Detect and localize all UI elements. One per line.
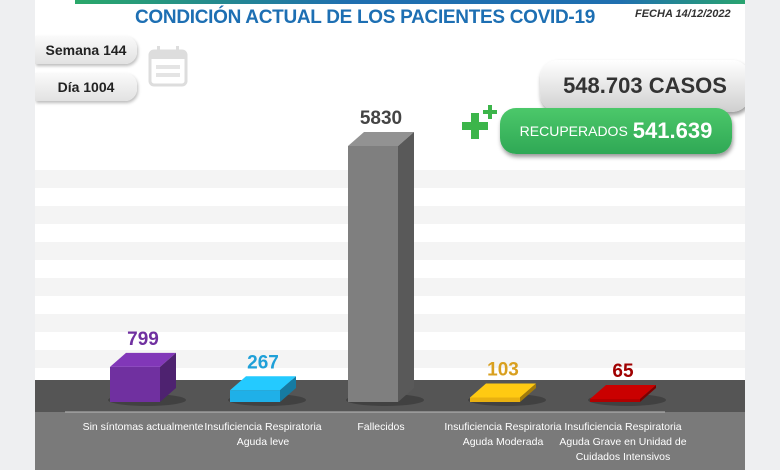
bar-top xyxy=(590,385,656,399)
bar-front xyxy=(230,390,280,402)
date-label: FECHA 14/12/2022 xyxy=(635,8,731,20)
calendar-icon xyxy=(148,46,188,87)
category-label: Fallecidos xyxy=(357,421,405,433)
bar-side xyxy=(280,376,296,402)
bar-side xyxy=(160,352,176,402)
bar-side xyxy=(520,383,536,402)
bar-side xyxy=(398,132,414,402)
week-badge: Semana 144 xyxy=(35,36,137,64)
page-title: CONDICIÓN ACTUAL DE LOS PACIENTES COVID-… xyxy=(135,7,595,28)
bar-chart: 799 267 5830 103 65 xyxy=(35,108,745,470)
bar-top xyxy=(348,132,414,146)
category-panel xyxy=(35,412,745,470)
bar-front xyxy=(348,146,398,402)
recovered-label: RECUPERADOS xyxy=(519,123,628,139)
category-label: Insuficiencia Respiratoria Aguda Moderad… xyxy=(444,421,562,448)
data-label: 799 xyxy=(127,329,159,350)
top-banner-strip xyxy=(75,0,745,4)
bar-top xyxy=(110,352,176,367)
bar-top xyxy=(230,376,296,391)
data-label: 5830 xyxy=(360,108,402,129)
recovered-value: 541.639 xyxy=(632,118,713,143)
day-badge: Día 1004 xyxy=(35,73,137,101)
total-cases-badge: 548.703 CASOS xyxy=(540,60,745,112)
bar-top xyxy=(470,383,536,398)
recovered-badge: RECUPERADOS 541.639 xyxy=(500,108,732,154)
bar-front xyxy=(590,399,640,402)
infographic-panel: CONDICIÓN ACTUAL DE LOS PACIENTES COVID-… xyxy=(35,0,745,470)
category-label: Sin síntomas actualmente xyxy=(82,421,204,433)
bar-side xyxy=(640,385,656,402)
category-label: Insuficiencia Respiratoria Aguda leve xyxy=(204,421,322,448)
data-label: 65 xyxy=(612,361,634,382)
data-label: 267 xyxy=(247,352,279,373)
data-label: 103 xyxy=(487,359,519,380)
bar-front xyxy=(110,366,160,402)
bar-front xyxy=(470,397,520,402)
category-label: Insuficiencia Respiratoria Aguda Grave e… xyxy=(559,421,687,463)
plus-icon xyxy=(462,105,497,139)
